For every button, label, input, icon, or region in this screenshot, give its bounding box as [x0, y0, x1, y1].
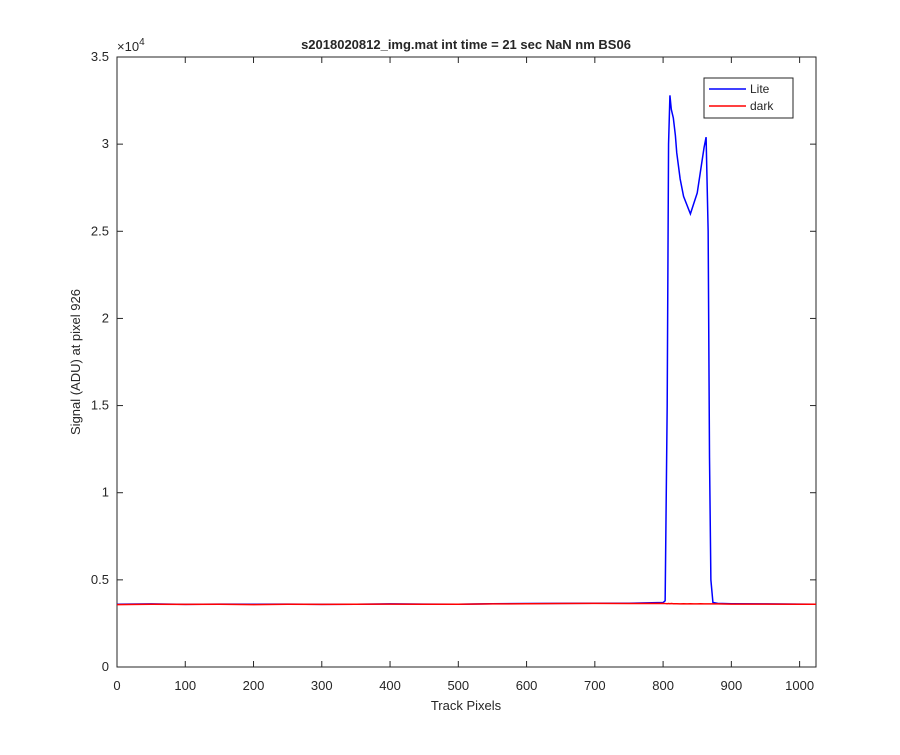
legend-box [703, 77, 794, 119]
x-axis-label: Track Pixels [431, 698, 502, 713]
x-tick-label: 700 [584, 678, 606, 693]
series-line [116, 602, 816, 606]
y-tick-label: 1 [102, 485, 109, 500]
x-tick-label: 600 [516, 678, 538, 693]
x-tick-label: 100 [174, 678, 196, 693]
x-tick-label: 1000 [785, 678, 814, 693]
y-axis-label: Signal (ADU) at pixel 926 [68, 289, 83, 435]
x-tick-label: 300 [311, 678, 333, 693]
x-tick-label: 800 [652, 678, 674, 693]
y-exponent-power: 4 [139, 37, 145, 48]
y-tick-label: 3.5 [91, 49, 109, 64]
x-tick-label: 0 [113, 678, 120, 693]
chart-title: s2018020812_img.mat int time = 21 sec Na… [301, 37, 631, 52]
y-tick-label: 0 [102, 659, 109, 674]
y-tick-label: 0.5 [91, 572, 109, 587]
y-tick-label: 2 [102, 310, 109, 325]
plot-box [116, 56, 817, 668]
x-tick-label: 500 [447, 678, 469, 693]
y-exponent: ×104 [117, 37, 145, 54]
x-tick-label: 200 [243, 678, 265, 693]
y-exponent-base: ×10 [117, 39, 139, 54]
x-tick-label: 400 [379, 678, 401, 693]
legend-label: Lite [750, 82, 770, 96]
y-tick-label: 2.5 [91, 223, 109, 238]
legend-label: dark [750, 99, 774, 113]
y-tick-label: 1.5 [91, 398, 109, 413]
y-tick-label: 3 [102, 136, 109, 151]
x-tick-label: 900 [721, 678, 743, 693]
